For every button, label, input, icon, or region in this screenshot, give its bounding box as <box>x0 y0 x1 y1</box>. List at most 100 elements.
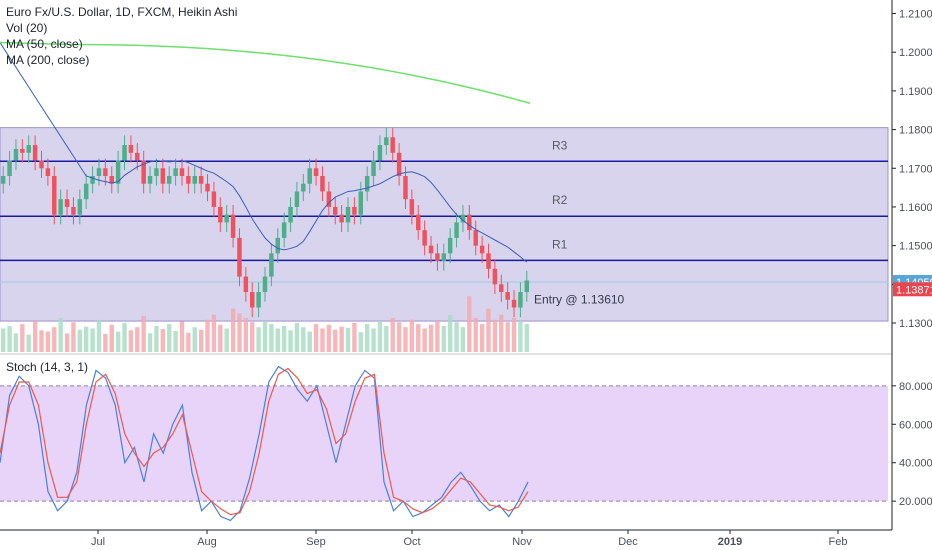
volume-bar <box>422 328 427 352</box>
candle-body <box>479 245 485 254</box>
candle-body <box>294 191 300 207</box>
volume-bar <box>326 324 332 352</box>
candle-body <box>364 176 370 192</box>
indicator-vol[interactable]: Vol (20) <box>6 21 48 35</box>
candle-body <box>141 160 146 184</box>
volume-bar <box>524 324 529 352</box>
volume-bar <box>128 330 134 352</box>
stoch-legend[interactable]: Stoch (14, 3, 1) <box>6 360 89 374</box>
volume-bar <box>20 324 25 352</box>
volume-bar <box>13 333 19 352</box>
main-legend: Euro Fx/U.S. Dollar, 1D, FXCM, Heikin As… <box>6 4 237 68</box>
volume-bar <box>154 325 159 352</box>
volume-bar <box>390 317 395 352</box>
volume-bar <box>428 324 434 352</box>
volume-bar <box>358 332 363 352</box>
candle-body <box>218 206 223 223</box>
candle-body <box>0 176 6 184</box>
volume-bar <box>467 296 472 352</box>
candle-body <box>320 176 325 192</box>
stoch-tick-label: 80.0000 <box>899 381 932 393</box>
price-tick-label: 1.13000 <box>899 318 932 330</box>
price-tick-label: 1.15000 <box>899 241 932 253</box>
candle-body <box>243 276 249 293</box>
candle-body <box>511 299 517 308</box>
volume-bar <box>492 319 498 352</box>
volume-bar <box>243 317 249 352</box>
candle-body <box>441 253 447 262</box>
volume-bar <box>486 308 491 352</box>
volume-bar <box>479 324 485 352</box>
candle-body <box>447 237 453 254</box>
volume-bar <box>173 330 178 352</box>
candle-body <box>173 168 178 176</box>
volume-bar <box>473 317 478 352</box>
candle-body <box>230 214 236 238</box>
volume-bar <box>96 319 102 352</box>
indicator-ma50[interactable]: MA (50, close) <box>6 37 83 51</box>
candle-body <box>58 199 63 215</box>
candle-body <box>288 206 293 223</box>
candle-body <box>160 168 166 184</box>
price-tick-label: 1.16000 <box>899 202 932 214</box>
candle-body <box>275 237 281 254</box>
volume-bar <box>256 327 261 352</box>
volume-bar <box>320 328 325 352</box>
stoch-tick-label: 40.0000 <box>899 458 932 470</box>
candle-body <box>281 222 287 238</box>
candle-body <box>147 176 153 184</box>
volume-bar <box>505 322 510 352</box>
candle-body <box>13 148 19 161</box>
volume-bar <box>224 328 229 352</box>
volume-bar <box>441 325 446 352</box>
volume-bar <box>103 334 108 352</box>
price-tick-label: 1.19000 <box>899 86 932 98</box>
chart-title[interactable]: Euro Fx/U.S. Dollar, 1D, FXCM, Heikin As… <box>6 5 238 19</box>
time-tick-label: Nov <box>512 536 532 548</box>
indicator-ma200[interactable]: MA (200, close) <box>6 53 90 67</box>
candle-body <box>166 176 172 184</box>
volume-bar <box>269 324 274 352</box>
candle-body <box>492 268 498 285</box>
time-tick-label: 2019 <box>718 536 742 548</box>
volume-bar <box>115 331 121 352</box>
candle-body <box>52 176 57 215</box>
candle-body <box>71 206 76 215</box>
volume-bar <box>45 331 51 352</box>
candle-body <box>64 199 70 207</box>
candle-body <box>205 183 210 192</box>
volume-bar <box>262 321 268 352</box>
volume-bar <box>294 322 300 352</box>
candle-body <box>115 160 121 184</box>
volume-bar <box>447 314 453 352</box>
volume-bar <box>288 330 293 352</box>
time-tick-label: Jul <box>91 536 105 548</box>
time-tick-label: Dec <box>618 536 638 548</box>
candle-body <box>473 230 478 246</box>
volume-bar <box>64 333 70 352</box>
volume-bar <box>435 321 440 352</box>
candle-body <box>358 191 364 215</box>
resistance-zone <box>0 127 889 322</box>
price-tick-label: 1.17000 <box>899 163 932 175</box>
candle-body <box>45 168 51 176</box>
volume-bar <box>58 317 63 352</box>
volume-bar <box>454 322 459 352</box>
candle-body <box>20 148 25 153</box>
entry-label: Entry @ 1.13610 <box>534 292 625 306</box>
volume-bar <box>518 321 523 352</box>
volume-bar <box>237 313 242 352</box>
volume-bar <box>307 331 312 352</box>
candle-body <box>7 160 12 176</box>
ma200-line <box>0 41 531 105</box>
candle-body <box>524 280 530 293</box>
candle-body <box>467 214 472 231</box>
stoch-band <box>0 385 888 502</box>
volume-bar <box>345 327 351 352</box>
candle-body <box>499 284 504 293</box>
stoch-k-line <box>0 365 529 522</box>
volume-bar <box>339 326 344 352</box>
candle-body <box>518 292 523 308</box>
